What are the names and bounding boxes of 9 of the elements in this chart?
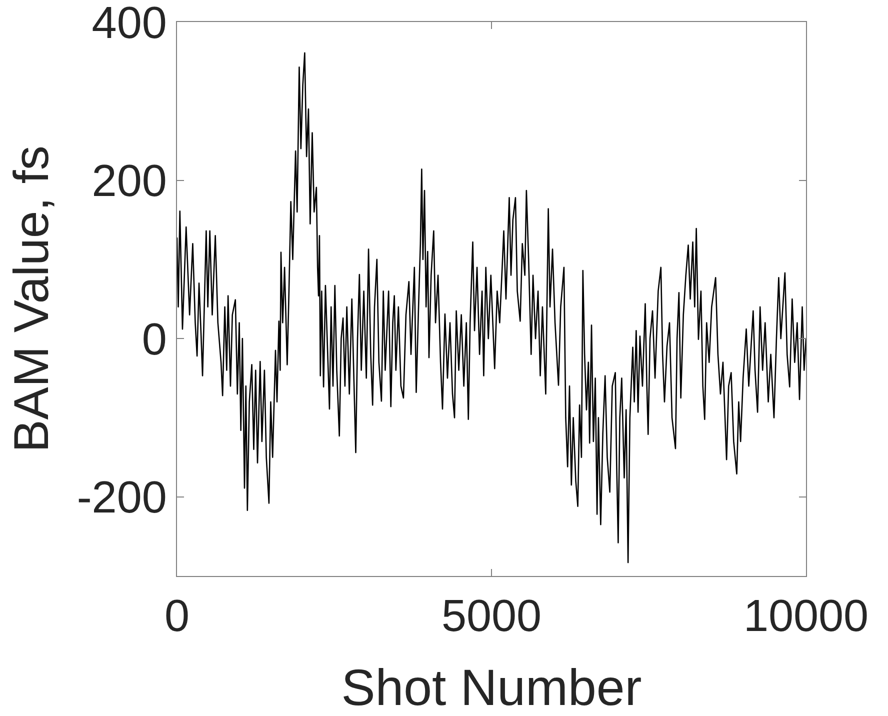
x-tick-label: 10000	[743, 590, 869, 642]
y-tick-label: 400	[92, 0, 167, 48]
x-axis-title: Shot Number	[341, 659, 642, 716]
y-axis-title: BAM Value, fs	[5, 146, 60, 452]
x-tick-label: 5000	[441, 590, 542, 642]
y-tick-label: -200	[76, 472, 167, 523]
y-tick-label: 0	[142, 313, 167, 364]
y-tick-label: 200	[92, 155, 167, 206]
line-series	[177, 52, 806, 564]
